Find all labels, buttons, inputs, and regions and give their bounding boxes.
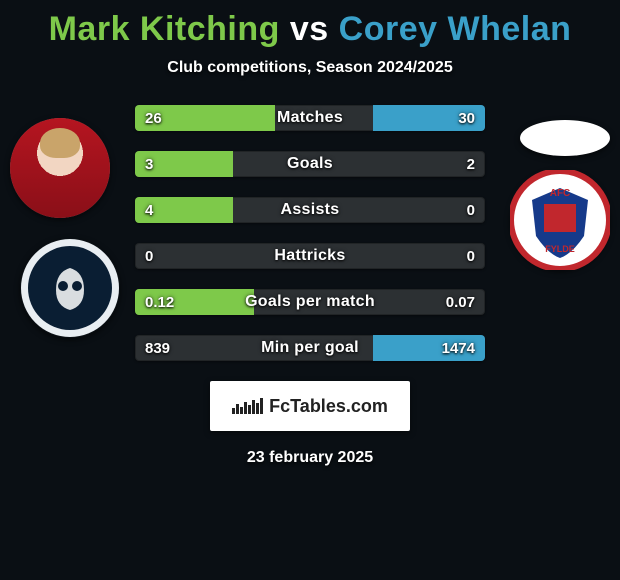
logo-bar (236, 404, 239, 414)
stats-container: 26Matches303Goals24Assists00Hattricks00.… (135, 105, 485, 361)
vs-text: vs (290, 10, 329, 48)
stat-value-right: 30 (458, 110, 485, 127)
badge-text-top: AFC (550, 188, 571, 199)
stat-row: 839Min per goal1474 (135, 335, 485, 361)
stat-label: Matches (135, 109, 485, 127)
stat-label: Min per goal (135, 339, 485, 357)
player1-club-badge (20, 238, 120, 338)
stat-label: Assists (135, 201, 485, 219)
date-label: 23 february 2025 (0, 449, 620, 467)
page-title: Mark Kitching vs Corey Whelan (0, 0, 620, 49)
logo-bar (252, 400, 255, 414)
stat-label: Goals (135, 155, 485, 173)
owl-eye-right (72, 281, 82, 291)
stat-label: Hattricks (135, 247, 485, 265)
player1-name: Mark Kitching (49, 10, 280, 48)
logo-bar (256, 403, 259, 414)
subtitle: Club competitions, Season 2024/2025 (0, 59, 620, 77)
logo-text: FcTables.com (269, 396, 388, 417)
stat-value-right: 1474 (442, 340, 485, 357)
logo-bar (248, 405, 251, 414)
logo-bar (260, 398, 263, 414)
stat-row: 26Matches30 (135, 105, 485, 131)
logo-bar (240, 407, 243, 414)
player2-club-badge: AFC FYLDE (510, 170, 610, 270)
logo-bar (232, 408, 235, 414)
stat-row: 4Assists0 (135, 197, 485, 223)
stat-label: Goals per match (135, 293, 485, 311)
stat-value-right: 2 (467, 156, 485, 173)
stat-value-right: 0 (467, 248, 485, 265)
player1-avatar-image (10, 118, 110, 218)
stat-value-right: 0.07 (446, 294, 485, 311)
owl-eye-left (58, 281, 68, 291)
player2-avatar (520, 120, 610, 156)
stat-row: 0Hattricks0 (135, 243, 485, 269)
stat-row: 3Goals2 (135, 151, 485, 177)
stat-row: 0.12Goals per match0.07 (135, 289, 485, 315)
shield-inner (544, 204, 576, 232)
stat-value-right: 0 (467, 202, 485, 219)
player1-avatar (10, 118, 110, 218)
logo-box: FcTables.com (210, 381, 410, 431)
logo-bars-icon (232, 398, 263, 414)
player2-name: Corey Whelan (339, 10, 572, 48)
logo-bar (244, 402, 247, 414)
badge-text-bottom: FYLDE (545, 244, 575, 254)
